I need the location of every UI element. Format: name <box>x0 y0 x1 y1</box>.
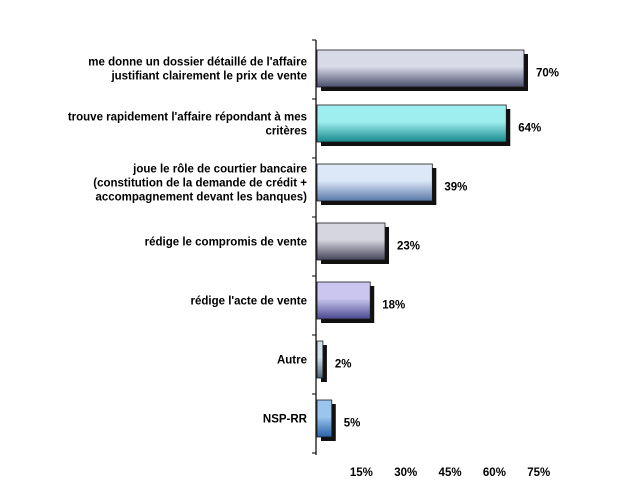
bar <box>316 340 324 379</box>
value-label: 5% <box>344 418 361 430</box>
category-label: joue le rôle de courtier bancaire <box>132 164 307 176</box>
category-label: (constitution de la demande de crédit + <box>93 178 307 190</box>
value-label: 18% <box>382 300 405 312</box>
axis-layer <box>312 39 317 455</box>
bars-layer <box>316 49 528 441</box>
bar <box>316 49 525 88</box>
category-label: Autre <box>277 355 307 367</box>
value-label: 2% <box>335 359 352 371</box>
bar <box>316 163 433 202</box>
bar <box>316 104 507 143</box>
value-label: 23% <box>397 241 420 253</box>
bar <box>316 399 333 438</box>
x-tick-label: 30% <box>394 467 417 479</box>
x-tick-label: 60% <box>483 467 506 479</box>
bar <box>316 281 371 320</box>
category-label: critères <box>265 126 307 138</box>
labels-layer: 70% me donne un dossier détaillé de l'aff… <box>68 57 559 480</box>
category-label: trouve rapidement l'affaire répondant à … <box>68 112 307 124</box>
category-label: me donne un dossier détaillé de l'affair… <box>88 57 307 69</box>
value-label: 39% <box>444 182 467 194</box>
value-label: 64% <box>518 123 541 135</box>
bar <box>316 222 386 261</box>
category-label: NSP-RR <box>263 414 308 426</box>
category-label: justifiant clairement le prix de vente <box>110 71 307 83</box>
value-label: 70% <box>536 68 559 80</box>
bar-shadow <box>321 345 327 382</box>
category-label: rédige le compromis de vente <box>145 237 307 249</box>
x-tick-label: 45% <box>439 467 462 479</box>
category-label: accompagnement devant les banques) <box>95 192 307 204</box>
x-tick-label: 15% <box>350 467 373 479</box>
category-label: rédige l'acte de vente <box>190 296 307 308</box>
x-tick-label: 75% <box>527 467 550 479</box>
